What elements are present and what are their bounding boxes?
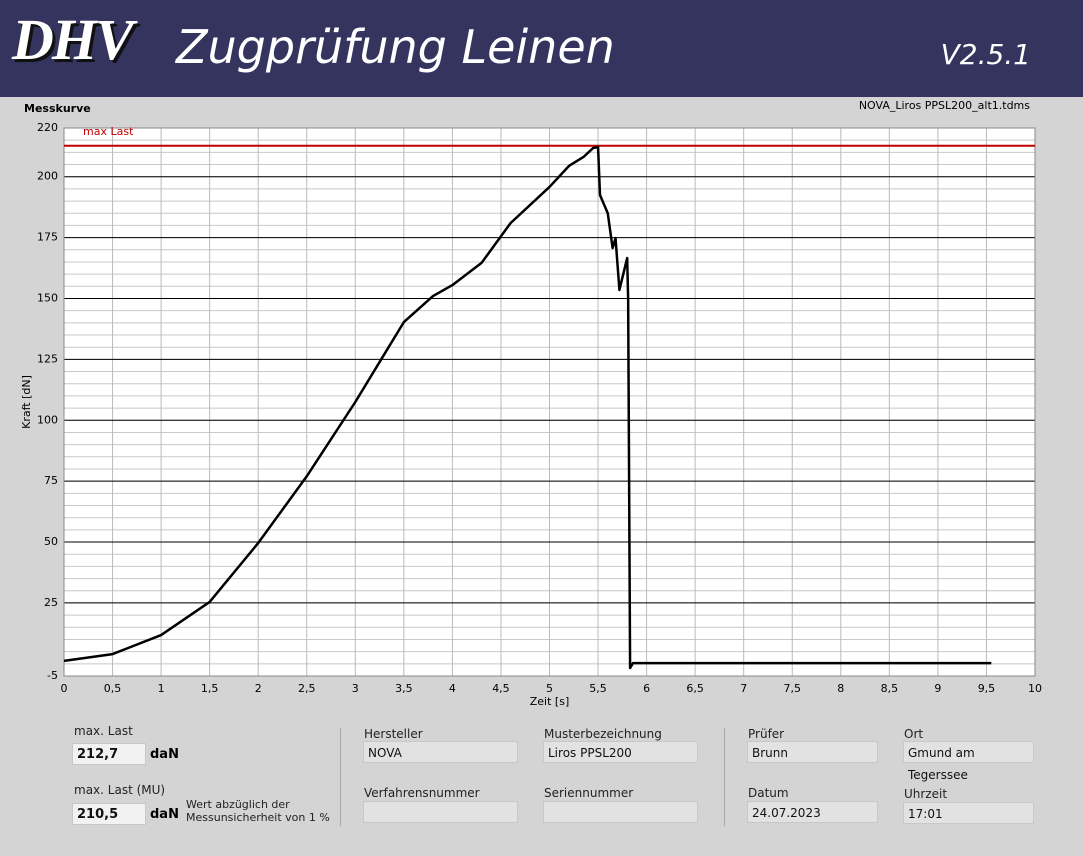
unit: daN (150, 807, 179, 822)
label: Verfahrensnummer (364, 786, 480, 800)
x-tick-label: 1,5 (201, 682, 219, 695)
label: max. Last (MU) (74, 783, 166, 797)
note: Wert abzüglich der Messunsicherheit von … (186, 798, 330, 824)
value-box: 212,7 (72, 743, 146, 765)
x-tick-label: 10 (1028, 682, 1042, 695)
y-tick-label: -5 (47, 669, 58, 682)
label: max. Last (74, 724, 133, 738)
x-tick-label: 2,5 (298, 682, 316, 695)
y-tick-label: 175 (37, 231, 58, 244)
y-tick-label: 50 (44, 535, 58, 548)
separator (340, 728, 341, 826)
y-axis-label: Kraft [dN] (20, 375, 33, 429)
unit: daN (150, 747, 179, 762)
field[interactable]: NOVA (363, 741, 518, 763)
header: DHV Zugprüfung Leinen V2.5.1 (0, 0, 1083, 97)
x-tick-label: 3 (352, 682, 359, 695)
label: Ort (904, 727, 924, 741)
x-tick-label: 0 (61, 682, 68, 695)
y-tick-label: 125 (37, 352, 58, 365)
logo: DHV (12, 7, 134, 72)
y-tick-label: 100 (37, 413, 58, 426)
y-tick-label: 25 (44, 596, 58, 609)
x-tick-label: 9 (934, 682, 941, 695)
x-tick-label: 8 (837, 682, 844, 695)
field[interactable] (363, 801, 518, 823)
x-tick-label: 7,5 (784, 682, 802, 695)
field[interactable] (543, 801, 698, 823)
x-tick-label: 4,5 (492, 682, 510, 695)
force-curve (63, 145, 992, 670)
x-tick-label: 2 (255, 682, 262, 695)
label: Hersteller (364, 727, 423, 741)
x-tick-label: 3,5 (395, 682, 413, 695)
x-tick-label: 6 (643, 682, 650, 695)
label: Musterbezeichnung (544, 727, 662, 741)
field[interactable]: Brunn (747, 741, 878, 763)
x-tick-label: 8,5 (881, 682, 899, 695)
plot-border (63, 127, 1036, 677)
field[interactable]: Liros PPSL200 (543, 741, 698, 763)
x-tick-label: 5 (546, 682, 553, 695)
x-tick-label: 6,5 (686, 682, 704, 695)
value-box: 210,5 (72, 803, 146, 825)
field[interactable]: 17:01 (903, 802, 1034, 824)
label: Uhrzeit (904, 787, 948, 801)
chart-title: Messkurve (24, 102, 91, 115)
x-tick-label: 1 (158, 682, 165, 695)
y-tick-label: 150 (37, 291, 58, 304)
y-tick-label: 220 (37, 121, 58, 134)
max-label: max Last (83, 125, 134, 138)
y-tick-label: 75 (44, 474, 58, 487)
field[interactable]: 24.07.2023 (747, 801, 878, 823)
x-axis-label: Zeit [s] (530, 695, 569, 708)
version: V2.5.1 (940, 38, 1031, 71)
y-tick-label: 200 (37, 170, 58, 183)
file-name: NOVA_Liros PPSL200_alt1.tdms (859, 99, 1030, 112)
app-title: Zugprüfung Leinen (176, 20, 615, 74)
x-tick-label: 9,5 (978, 682, 996, 695)
label: Prüfer (748, 727, 785, 741)
label: Seriennummer (544, 786, 634, 800)
field[interactable]: Gmund am Tegerssee (903, 741, 1034, 782)
x-tick-label: 4 (449, 682, 456, 695)
x-tick-label: 0,5 (104, 682, 122, 695)
x-tick-label: 7 (740, 682, 747, 695)
separator (724, 728, 725, 826)
chart: Messkurve NOVA_Liros PPSL200_alt1.tdms 0… (20, 99, 1042, 708)
label: Datum (748, 786, 789, 800)
x-tick-label: 5,5 (589, 682, 607, 695)
